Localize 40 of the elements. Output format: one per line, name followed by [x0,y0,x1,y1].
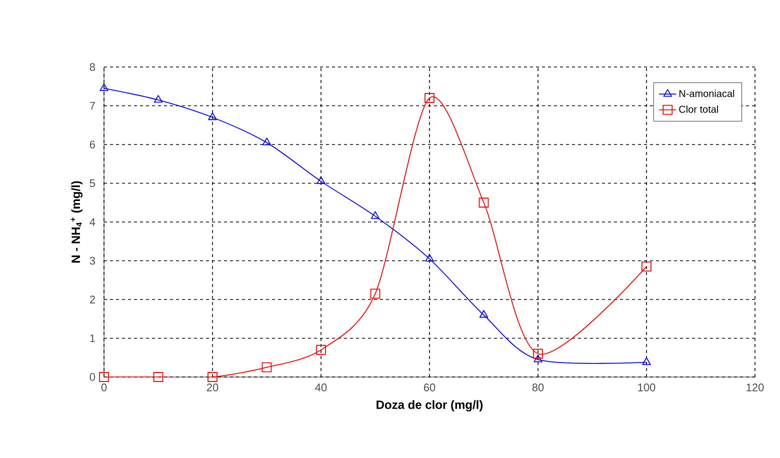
point [316,344,326,355]
y-tick-label: 3 [90,256,95,265]
point [424,93,434,103]
point [262,362,272,372]
point [425,254,434,262]
point [534,354,542,362]
point [153,372,164,382]
point [642,262,652,272]
x-tick-label: 0 [101,384,107,392]
point [99,372,109,382]
point [642,357,651,365]
point [533,348,543,359]
point [154,94,163,103]
x-tick-label: 120 [746,384,764,392]
x-tick-label: 60 [424,384,436,392]
y-tick-label: 2 [90,296,95,304]
y-tick-label: 8 [90,63,95,71]
point [370,288,380,299]
x-tick-label: 80 [532,384,544,392]
y-tick-label: 6 [90,140,95,148]
point [479,310,488,318]
point [316,176,326,184]
point [208,112,217,120]
point [100,83,108,92]
y-tick-label: 1 [90,334,95,342]
y-tick-label: 5 [90,179,96,188]
legend-label: N-amoniacal [679,90,734,98]
y-tick-label: 4 [90,218,96,226]
point [370,211,380,219]
legend-label: Clor total [679,105,718,113]
point [262,138,272,146]
point [478,198,489,208]
point [208,372,218,382]
y-tick-label: 0 [90,373,96,381]
x-axis-title: Doza de clor (mg/l) [376,400,483,412]
x-tick-label: 40 [315,384,327,392]
y-tick-label: 7 [90,102,95,110]
x-tick-label: 100 [638,384,656,392]
y-axis-title: N - NH$_{4}$$^{+}$ (mg/l) [70,181,82,263]
x-tick-label: 20 [206,384,218,392]
